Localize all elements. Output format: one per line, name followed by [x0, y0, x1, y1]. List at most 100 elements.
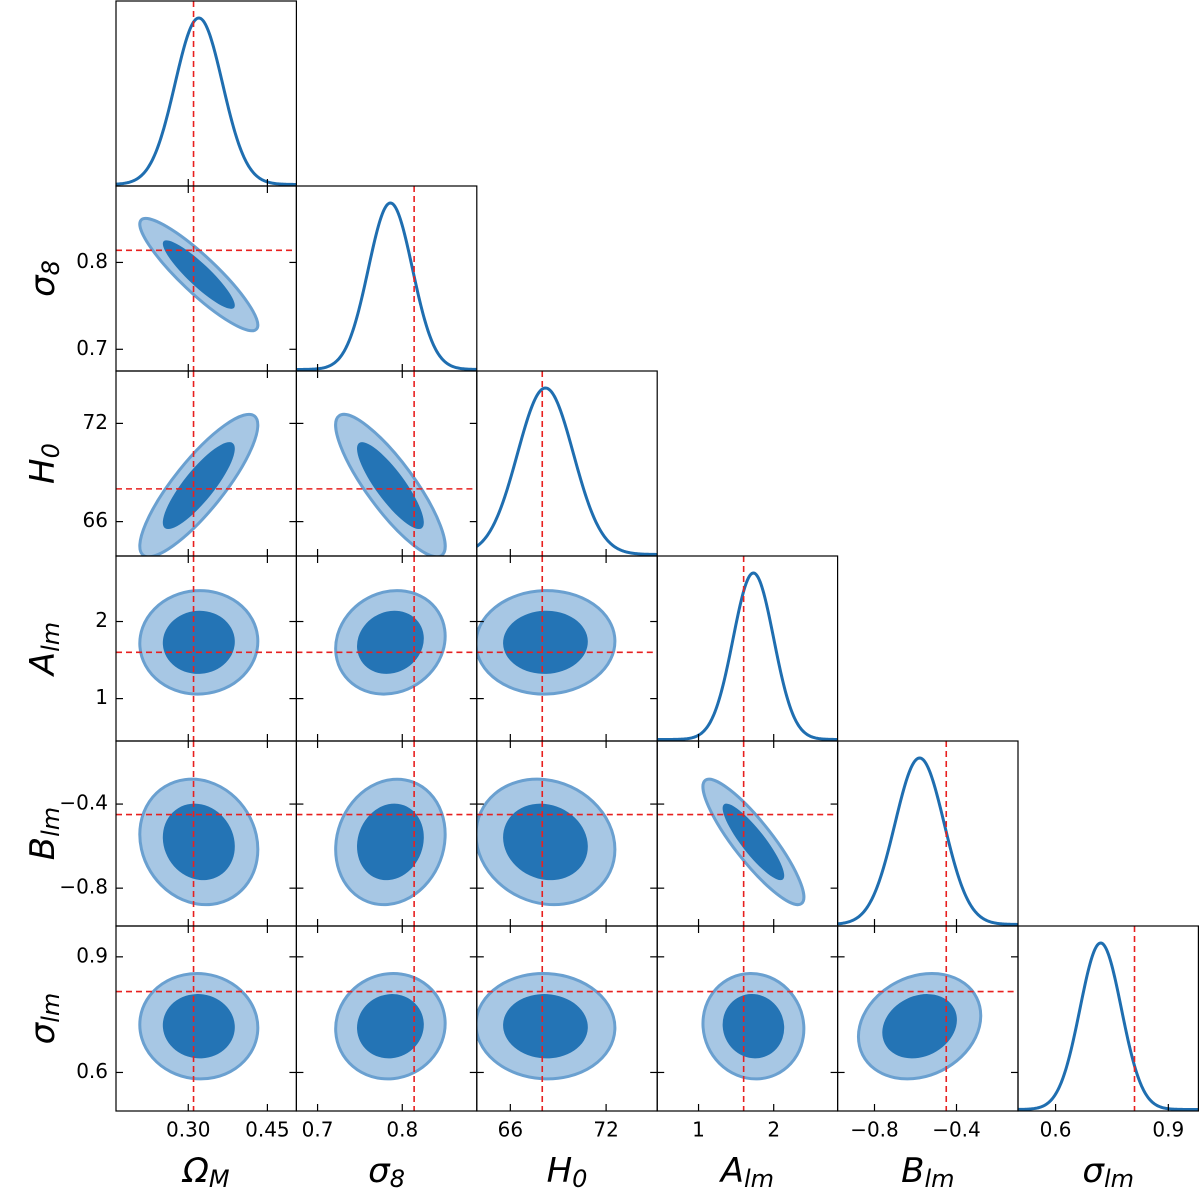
label-subscript: lm: [744, 1165, 774, 1193]
contour-68: [357, 610, 424, 674]
panel-content: [116, 186, 297, 371]
label-subscript: 0: [37, 443, 65, 458]
contour-68: [503, 803, 588, 881]
contour-68: [162, 803, 235, 881]
label-symbol: H: [23, 458, 63, 484]
label-subscript: lm: [1104, 1165, 1134, 1193]
x-tick-label: 1: [692, 1118, 705, 1142]
x-tick-label: −0.4: [932, 1118, 981, 1142]
panel-content: [657, 741, 838, 926]
label-subscript: 8: [37, 260, 65, 275]
y-tick-label: 0.7: [76, 336, 108, 360]
contour-68: [357, 803, 424, 881]
contour-68: [357, 994, 424, 1059]
x-tick-label: 0.7: [302, 1118, 334, 1142]
panel: [295, 370, 478, 557]
panel: 66 72: [83, 370, 297, 557]
label-subscript: M: [209, 1165, 230, 1193]
contour-68: [503, 610, 588, 674]
panel: 0.7 0.8: [76, 185, 297, 372]
contour-68: [162, 610, 235, 674]
x-tick-label: 0.30: [166, 1118, 211, 1142]
panel: [836, 740, 1019, 927]
label-symbol: σ: [368, 1151, 391, 1191]
label-symbol: Ω: [181, 1151, 209, 1191]
marginal-curve: [116, 16, 297, 186]
contour-68: [722, 994, 785, 1059]
panel: 0.6 0.9: [1017, 925, 1199, 1142]
label-symbol: B: [23, 837, 63, 860]
panel-frame: [476, 370, 658, 557]
label-subscript: 0: [572, 1165, 587, 1193]
panel-content: [476, 926, 658, 1111]
x-axis-label: σ8: [368, 1151, 405, 1194]
panel: [656, 555, 839, 742]
label-symbol: H: [547, 1151, 573, 1191]
panel: 0.6 0.9 0.30 0.45: [76, 925, 297, 1142]
panel: 66 72: [476, 925, 658, 1142]
panel-content: [476, 741, 658, 926]
panel-content: [837, 926, 1018, 1111]
panel: [476, 370, 658, 557]
panel-frame: [295, 185, 478, 372]
panel-content: [1018, 926, 1199, 1111]
label-subscript: lm: [37, 993, 65, 1023]
panel: 0.7 0.8: [295, 925, 478, 1142]
contour-68: [722, 803, 785, 881]
x-tick-label: 0.45: [245, 1118, 290, 1142]
panel-content: [296, 186, 477, 371]
marginal-curve: [296, 201, 477, 371]
x-axis-label: Blm: [901, 1151, 954, 1194]
panel: [295, 740, 478, 927]
panel-content: [476, 371, 658, 556]
panel-content: [116, 926, 297, 1111]
marginal-curve: [476, 386, 658, 556]
y-axis-label: σlm: [23, 993, 66, 1045]
x-axis-label: ΩM: [181, 1151, 230, 1194]
panel: −0.8 −0.4: [836, 925, 1019, 1142]
label-symbol: A: [719, 1151, 744, 1191]
label-subscript: lm: [37, 622, 65, 652]
panel-content: [116, 1, 297, 186]
x-tick-label: 0.6: [1040, 1118, 1072, 1142]
panel-content: [116, 371, 297, 556]
panel: −0.8 −0.4: [59, 740, 297, 927]
panel-content: [296, 741, 477, 926]
label-symbol: σ: [23, 274, 63, 297]
contour-68: [162, 442, 235, 530]
x-axis-label: σlm: [1082, 1151, 1134, 1194]
x-tick-label: −0.8: [850, 1118, 899, 1142]
y-tick-label: −0.4: [59, 791, 108, 815]
label-subscript: lm: [37, 807, 65, 837]
panel-frame: [1017, 925, 1199, 1112]
y-tick-label: 1: [95, 685, 108, 709]
label-subscript: lm: [924, 1165, 954, 1193]
y-tick-label: 0.9: [76, 943, 108, 967]
marginal-curve: [1018, 941, 1199, 1111]
panel: 12: [95, 555, 297, 742]
marginal-curve: [837, 756, 1018, 926]
panel-content: [116, 741, 297, 926]
y-axis-label: Alm: [23, 622, 66, 677]
label-symbol: B: [901, 1151, 924, 1191]
label-subscript: 8: [390, 1165, 405, 1193]
panel: [295, 185, 478, 372]
panel-content: [296, 556, 477, 741]
panel: [476, 740, 658, 927]
x-tick-label: 0.9: [1152, 1118, 1184, 1142]
label-symbol: σ: [1082, 1151, 1105, 1191]
marginal-curve: [657, 571, 838, 741]
x-axis-label: Alm: [719, 1151, 774, 1194]
contour-68: [357, 442, 424, 530]
panel: [476, 555, 658, 742]
panel: [295, 555, 478, 742]
panel-content: [657, 926, 838, 1111]
y-tick-label: 0.6: [76, 1059, 108, 1083]
x-tick-label: 0.8: [386, 1118, 418, 1142]
x-axis-label: H0: [547, 1151, 588, 1194]
contour-68: [162, 994, 235, 1059]
panel: [115, 0, 297, 187]
y-axis-label: H0: [23, 443, 66, 484]
